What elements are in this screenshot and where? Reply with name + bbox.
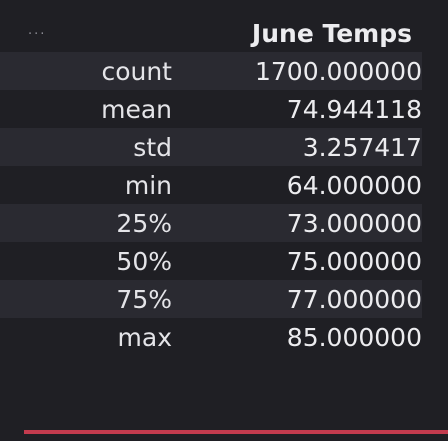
- table-row: std 3.257417: [0, 128, 422, 166]
- row-label: 25%: [0, 204, 182, 242]
- table-row: mean 74.944118: [0, 90, 422, 128]
- index-header-cell: [0, 14, 182, 52]
- row-value: 74.944118: [182, 90, 422, 128]
- row-value: 1700.000000: [182, 52, 422, 90]
- row-value: 3.257417: [182, 128, 422, 166]
- row-label: min: [0, 166, 182, 204]
- row-label: 75%: [0, 280, 182, 318]
- row-value: 77.000000: [182, 280, 422, 318]
- row-label: count: [0, 52, 182, 90]
- row-label: mean: [0, 90, 182, 128]
- cell-accent-bar: [24, 430, 448, 434]
- row-label: 50%: [0, 242, 182, 280]
- table-header-row: June Temps: [0, 14, 422, 52]
- column-header: June Temps: [182, 14, 422, 52]
- table-row: count 1700.000000: [0, 52, 422, 90]
- row-value: 73.000000: [182, 204, 422, 242]
- table-row: min 64.000000: [0, 166, 422, 204]
- table-row: 50% 75.000000: [0, 242, 422, 280]
- row-value: 64.000000: [182, 166, 422, 204]
- more-horizontal-icon[interactable]: ···: [28, 27, 47, 42]
- row-label: std: [0, 128, 182, 166]
- table-row: max 85.000000: [0, 318, 422, 356]
- row-value: 75.000000: [182, 242, 422, 280]
- row-value: 85.000000: [182, 318, 422, 356]
- row-label: max: [0, 318, 182, 356]
- describe-table: June Temps count 1700.000000 mean 74.944…: [0, 14, 422, 356]
- table-row: 25% 73.000000: [0, 204, 422, 242]
- table-row: 75% 77.000000: [0, 280, 422, 318]
